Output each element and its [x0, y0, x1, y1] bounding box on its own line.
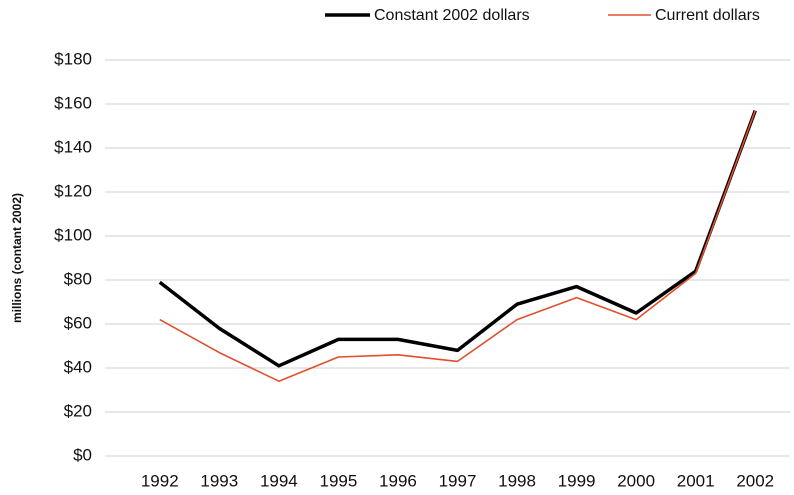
x-tick-label: 1999 [558, 471, 596, 490]
legend-label: Constant 2002 dollars [374, 7, 530, 24]
x-tick-label: 2001 [677, 471, 715, 490]
x-tick-label: 1992 [141, 471, 179, 490]
x-tick-label: 1995 [319, 471, 357, 490]
y-tick-label: $100 [54, 225, 92, 244]
y-tick-label: $140 [54, 137, 92, 156]
x-tick-label: 1996 [379, 471, 417, 490]
x-tick-label: 2002 [736, 471, 774, 490]
y-tick-label: $20 [64, 401, 92, 420]
legend-label: Current dollars [655, 7, 760, 24]
x-tick-label: 1993 [200, 471, 238, 490]
data-line [159, 110, 756, 382]
x-tick-label: 2000 [617, 471, 655, 490]
y-tick-label: $80 [64, 269, 92, 288]
y-tick-label: $40 [64, 357, 92, 376]
x-tick-label: 1998 [498, 471, 536, 490]
y-tick-label: $180 [54, 49, 92, 68]
data-line [158, 109, 757, 368]
x-tick-label: 1994 [260, 471, 298, 490]
y-tick-label: $0 [73, 445, 92, 464]
x-tick-label: 1997 [439, 471, 477, 490]
y-tick-label: $160 [54, 93, 92, 112]
y-axis-label: millions (contant 2002) [10, 193, 24, 323]
y-tick-label: $60 [64, 313, 92, 332]
y-tick-label: $120 [54, 181, 92, 200]
